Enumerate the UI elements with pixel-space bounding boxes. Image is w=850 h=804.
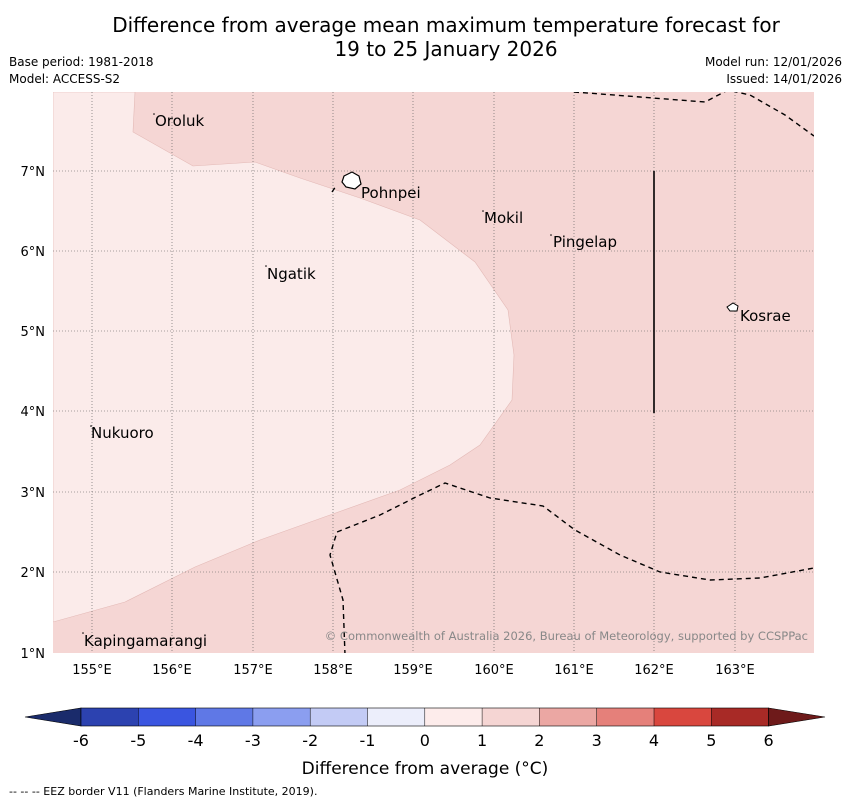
colorbar-tick-5: 5 — [706, 731, 716, 750]
lon-label-155e: 155°E — [72, 663, 112, 678]
colorbar-tick-6: 6 — [764, 731, 774, 750]
model-name: Model: ACCESS-S2 — [9, 72, 121, 86]
colorbar-seg-m6-m5 — [81, 708, 139, 726]
lat-label-5n: 5°N — [21, 325, 46, 340]
lat-label-2n: 2°N — [21, 566, 46, 581]
lon-label-156e: 156°E — [152, 663, 192, 678]
lon-label-158e: 158°E — [313, 663, 353, 678]
colorbar-seg-m5-m4 — [138, 708, 196, 726]
lon-label-160e: 160°E — [474, 663, 514, 678]
copyright-notice: © Commonwealth of Australia 2026, Bureau… — [325, 629, 808, 643]
page-title: Difference from average mean maximum tem… — [0, 13, 850, 61]
colorbar-seg-3-4 — [596, 708, 654, 726]
colorbar-tick-0: 0 — [420, 731, 430, 750]
label-kosrae: Kosrae — [740, 307, 791, 325]
base-period: Base period: 1981-2018 — [9, 55, 154, 69]
lon-label-163e: 163°E — [715, 663, 755, 678]
island-dots — [82, 113, 552, 634]
anomaly-region-0-1 — [53, 92, 515, 623]
colorbar-seg-1-2 — [482, 708, 540, 726]
colorbar-tick-m4: -4 — [188, 731, 204, 750]
colorbar-tick-m2: -2 — [302, 731, 318, 750]
pohnpei-island — [341, 171, 362, 190]
label-oroluk: Oroluk — [155, 112, 204, 130]
lon-label-162e: 162°E — [634, 663, 674, 678]
label-kapingamarangi: Kapingamarangi — [84, 632, 207, 650]
colorbar-tick-3: 3 — [592, 731, 602, 750]
colorbar-seg-0-1 — [424, 708, 483, 726]
lat-label-6n: 6°N — [21, 245, 46, 260]
model-info: Base period: 1981-2018 Model: ACCESS-S2 — [9, 54, 154, 88]
colorbar-label: Difference from average (°C) — [302, 759, 549, 779]
colorbar-tick-1: 1 — [477, 731, 487, 750]
colorbar-seg-m1-0 — [367, 708, 425, 726]
colorbar-seg-2-3 — [539, 708, 597, 726]
title-line-1: Difference from average mean maximum tem… — [112, 13, 780, 37]
colorbar-tick-m5: -5 — [130, 731, 146, 750]
title-line-2: 19 to 25 January 2026 — [334, 37, 558, 61]
eez-border — [329, 92, 814, 653]
run-info: Model run: 12/01/2026 Issued: 14/01/2026 — [705, 54, 842, 88]
colorbar-low-extend — [24, 707, 82, 727]
label-pingelap: Pingelap — [553, 233, 617, 251]
issued-date: Issued: 14/01/2026 — [726, 72, 842, 86]
colorbar-seg-m3-m2 — [252, 708, 311, 726]
lat-lon-grid — [53, 92, 814, 653]
lat-label-7n: 7°N — [21, 165, 46, 180]
colorbar-tick-m3: -3 — [245, 731, 261, 750]
colorbar-seg-m2-m1 — [310, 708, 368, 726]
label-nukuoro: Nukuoro — [91, 424, 154, 442]
kosrae-island — [726, 302, 739, 312]
colorbar-high-extend — [768, 707, 826, 727]
label-pohnpei: Pohnpei — [361, 184, 421, 202]
model-run: Model run: 12/01/2026 — [704, 55, 842, 69]
label-ngatik: Ngatik — [267, 265, 316, 283]
colorbar-tick-m6: -6 — [73, 731, 89, 750]
lon-label-159e: 159°E — [393, 663, 433, 678]
colorbar-seg-4-5 — [654, 708, 712, 726]
colorbar-tick-m1: -1 — [360, 731, 376, 750]
colorbar-tick-4: 4 — [649, 731, 659, 750]
colorbar-seg-m4-m3 — [195, 708, 253, 726]
eez-footnote: -- -- -- EEZ border V11 (Flanders Marine… — [9, 785, 318, 798]
lon-label-157e: 157°E — [233, 663, 273, 678]
colorbar-seg-5-6 — [711, 708, 769, 726]
label-mokil: Mokil — [484, 209, 523, 227]
lat-label-4n: 4°N — [21, 405, 46, 420]
colorbar: -6 -5 -4 -3 -2 -1 0 1 2 3 4 5 6 Differen… — [24, 707, 826, 779]
lon-label-161e: 161°E — [554, 663, 594, 678]
lat-label-1n: 1°N — [21, 647, 46, 662]
lat-label-3n: 3°N — [21, 486, 46, 501]
colorbar-tick-2: 2 — [534, 731, 544, 750]
